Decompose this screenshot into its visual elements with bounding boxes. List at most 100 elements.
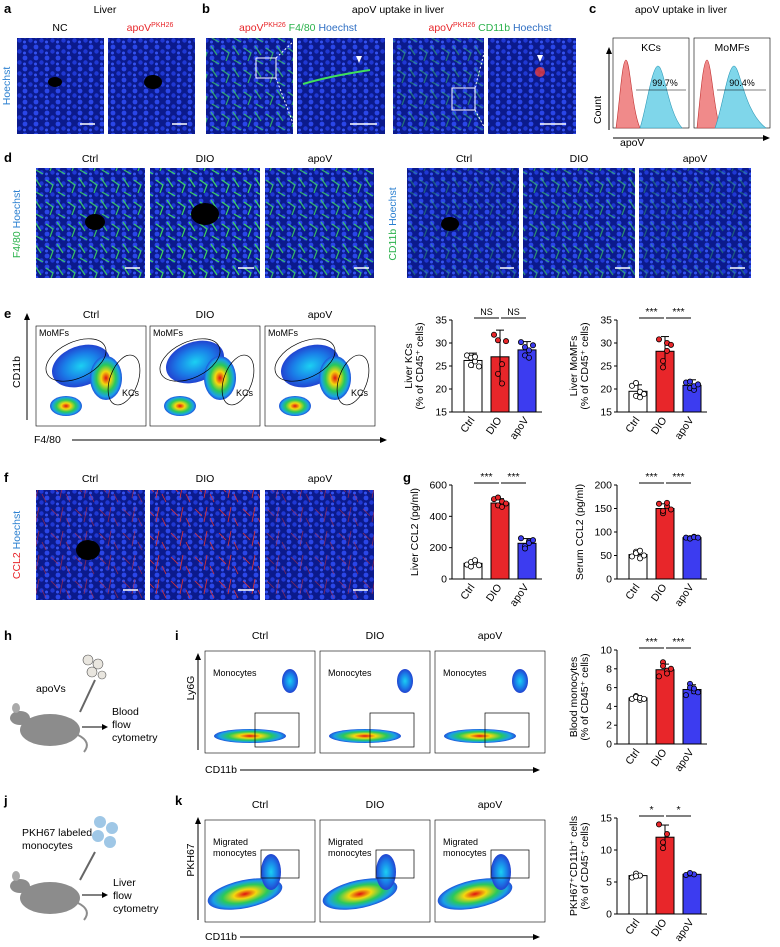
density-blob xyxy=(164,396,196,416)
data-point xyxy=(494,494,501,501)
panel-i-xlabel: CD11b xyxy=(205,764,237,776)
vessel xyxy=(48,77,62,87)
data-point xyxy=(660,364,667,371)
significance-label: *** xyxy=(672,306,684,318)
panel-f-micrographs xyxy=(36,490,374,600)
gate-label: Migrated xyxy=(328,837,363,847)
x-tick-label: DIO xyxy=(649,747,670,769)
gate-label-momfs: MoMFs xyxy=(268,328,298,338)
data-point xyxy=(502,338,509,345)
bar-chart-serum-ccl2: 0 50 100 150 200 Serum CCL2 (pg/ml) Ctrl DIO apo… xyxy=(574,471,707,609)
green-overlay xyxy=(206,38,293,134)
gate-label-momfs: MoMFs xyxy=(39,328,69,338)
y-tick-label: 2 xyxy=(606,720,612,732)
panel-j-text-1: Liver xyxy=(113,877,136,889)
panel-letter-j: j xyxy=(3,793,8,808)
data-point xyxy=(471,557,478,564)
panel-b-left-label: apoVPKH26 F4/80 Hoechst xyxy=(239,22,357,34)
density-blob xyxy=(90,356,122,400)
hist-label-kcs: KCs xyxy=(641,42,661,54)
y-axis-label: (% of CD45⁺ cells) xyxy=(579,653,591,740)
data-point xyxy=(526,354,533,361)
gate-box xyxy=(254,712,300,748)
x-tick-label: apoV xyxy=(508,582,532,609)
y-tick-label: 10 xyxy=(600,845,612,857)
zoom-box xyxy=(451,87,476,111)
x-tick-label: apoV xyxy=(673,747,697,774)
panel-letter-a: a xyxy=(4,1,12,16)
panel-e-flow-plots: Ctrl MoMFs KCs DIO MoMFs KCs apoV MoMFs KCs xyxy=(35,309,376,427)
x-tick-label: Ctrl xyxy=(458,582,477,602)
gate-label: monocytes xyxy=(328,848,372,858)
panel-d-micrographs xyxy=(36,168,751,278)
data-point xyxy=(641,552,648,559)
y-tick-label: 25 xyxy=(600,361,612,373)
y-axis-label: (% of CD45⁺ cells) xyxy=(579,822,591,909)
panel-j-label-1: PKH67 labeled xyxy=(22,827,92,839)
density-blob xyxy=(204,356,236,400)
arrowhead-icon xyxy=(195,817,201,824)
column-header: apoV xyxy=(478,630,503,642)
y-tick-label: 50 xyxy=(600,550,612,562)
data-point xyxy=(687,870,694,877)
column-header: apoV xyxy=(308,153,333,165)
density-blob xyxy=(319,356,351,400)
gate-momfs xyxy=(45,338,107,382)
column-header: DIO xyxy=(196,473,215,485)
hist-pct-momfs: 90.4% xyxy=(729,78,755,88)
y-tick-label: 35 xyxy=(435,315,447,327)
green-cell xyxy=(302,69,371,85)
panel-f-ylabel: CCL2 Hoechst xyxy=(11,511,23,579)
y-axis-label: Liver KCs xyxy=(403,343,415,389)
significance-label: *** xyxy=(645,306,657,318)
zoom-line xyxy=(474,109,489,135)
bar-chart-liver-kcs: 15 20 25 30 35 Liver KCs (% of CD45⁺ cells) Ctr… xyxy=(403,307,542,442)
gate-kcs xyxy=(336,354,370,406)
x-tick-label: DIO xyxy=(649,582,670,604)
gate-label-momfs: MoMFs xyxy=(153,328,183,338)
y-tick-label: 0 xyxy=(606,909,612,921)
data-point xyxy=(691,685,698,692)
data-point xyxy=(660,845,667,852)
y-tick-label: 150 xyxy=(594,503,612,515)
bar-apov xyxy=(682,873,702,915)
panel-e-xlabel: F4/80 xyxy=(34,434,61,446)
data-point xyxy=(668,341,675,348)
panel-a-ylabel: Hoechst xyxy=(1,67,13,106)
data-point xyxy=(522,344,529,351)
green-overlay xyxy=(393,38,484,134)
data-point xyxy=(641,391,648,398)
mouse-illustration-h: apoVs Blood flow cytometry xyxy=(10,654,158,753)
gate-box xyxy=(375,849,415,879)
gate-momfs xyxy=(274,338,336,382)
x-tick-label: apoV xyxy=(673,917,697,944)
density-blob xyxy=(444,729,516,743)
gate-label: Monocytes xyxy=(443,668,487,678)
density-blob xyxy=(329,729,401,743)
y-axis-label: (% of CD45⁺ cells) xyxy=(579,322,591,409)
significance-label: * xyxy=(649,804,653,816)
y-tick-label: 10 xyxy=(600,645,612,657)
panel-k-ylabel: PKH67 xyxy=(185,843,197,876)
density-blob xyxy=(376,854,396,890)
y-tick-label: 0 xyxy=(441,574,447,586)
data-point xyxy=(475,562,482,569)
bar-chart-liver-ccl2: 0 200 400 600 Liver CCL2 (pg/ml) Ctrl DIO apoV *… xyxy=(409,471,542,609)
bar-chart-liver-momfs: 15 20 25 30 35 Liver MoMFs (% of CD45⁺ cells) C… xyxy=(568,306,707,442)
gate-label-kcs: KCs xyxy=(351,388,369,398)
gate-label-kcs: KCs xyxy=(122,388,140,398)
zoom-box xyxy=(255,57,277,79)
y-tick-label: 100 xyxy=(594,527,612,539)
gate-label: Monocytes xyxy=(213,668,257,678)
zoom-line xyxy=(275,37,298,59)
gate-box xyxy=(490,849,530,879)
density-blob xyxy=(207,878,283,910)
density-blob xyxy=(279,396,311,416)
panel-d-ylabel-right: CD11b Hoechst xyxy=(387,187,399,260)
micrograph-b-cd11b-zoom xyxy=(488,38,576,134)
data-point xyxy=(637,555,644,562)
panel-c-xlabel: apoV xyxy=(620,137,645,149)
data-point xyxy=(641,695,648,702)
hist-label-momfs: MoMFs xyxy=(715,42,750,54)
